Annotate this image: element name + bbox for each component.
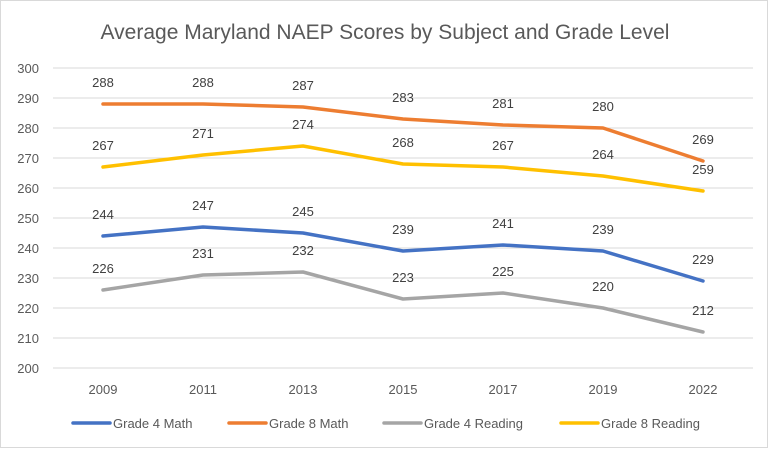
- y-tick-label: 300: [17, 61, 39, 76]
- y-tick-label: 260: [17, 181, 39, 196]
- legend-label: Grade 4 Math: [113, 416, 193, 431]
- x-tick-label: 2013: [289, 382, 318, 397]
- data-label: 223: [392, 270, 414, 285]
- x-tick-label: 2015: [389, 382, 418, 397]
- y-tick-label: 280: [17, 121, 39, 136]
- legend-label: Grade 4 Reading: [424, 416, 523, 431]
- data-label: 241: [492, 216, 514, 231]
- legend-label: Grade 8 Math: [269, 416, 349, 431]
- data-label: 229: [692, 252, 714, 267]
- gridlines: [53, 67, 753, 369]
- series-line-grade-4-reading: [101, 270, 705, 334]
- x-tick-label: 2019: [589, 382, 618, 397]
- data-label: 225: [492, 264, 514, 279]
- y-tick-label: 220: [17, 301, 39, 316]
- x-tick-label: 2011: [189, 382, 217, 397]
- legend: Grade 4 Math Grade 8 Math Grade 4 Reading G…: [71, 416, 700, 431]
- data-label: 287: [292, 78, 314, 93]
- data-label: 288: [192, 75, 214, 90]
- series-line-grade-4-math: [101, 225, 705, 283]
- data-label: 247: [192, 198, 214, 213]
- y-tick-label: 270: [17, 151, 39, 166]
- data-label: 244: [92, 207, 114, 222]
- legend-item: Grade 4 Math: [71, 416, 193, 431]
- data-label: 212: [692, 303, 714, 318]
- x-axis: 2009 2011 2013 2015 2017 2019 2022: [89, 382, 718, 397]
- x-tick-label: 2009: [89, 382, 118, 397]
- data-labels: 244 247 245 239 241 239 229 288 288 287 283 281 280 2…: [92, 75, 714, 318]
- series-line-grade-8-reading: [101, 144, 705, 193]
- x-tick-label: 2017: [489, 382, 518, 397]
- data-label: 226: [92, 261, 114, 276]
- data-label: 268: [392, 135, 414, 150]
- legend-item: Grade 8 Math: [227, 416, 349, 431]
- data-label: 267: [492, 138, 514, 153]
- series-lines: [101, 102, 705, 334]
- y-axis: 200 210 220 230 240 250 260 270 280 290 300: [17, 61, 39, 376]
- y-tick-label: 250: [17, 211, 39, 226]
- series-line-grade-8-math: [101, 102, 705, 163]
- data-label: 271: [192, 126, 214, 141]
- data-label: 264: [592, 147, 614, 162]
- data-label: 283: [392, 90, 414, 105]
- data-label: 220: [592, 279, 614, 294]
- data-label: 274: [292, 117, 314, 132]
- data-label: 267: [92, 138, 114, 153]
- chart-title: Average Maryland NAEP Scores by Subject …: [101, 21, 670, 44]
- y-tick-label: 230: [17, 271, 39, 286]
- y-tick-label: 200: [17, 361, 39, 376]
- data-label: 280: [592, 99, 614, 114]
- data-label: 239: [392, 222, 414, 237]
- data-label: 245: [292, 204, 314, 219]
- data-label: 231: [192, 246, 214, 261]
- data-label: 281: [492, 96, 514, 111]
- legend-item: Grade 4 Reading: [382, 416, 523, 431]
- data-label: 239: [592, 222, 614, 237]
- y-tick-label: 290: [17, 91, 39, 106]
- data-label: 288: [92, 75, 114, 90]
- y-tick-label: 210: [17, 331, 39, 346]
- data-label: 269: [692, 132, 714, 147]
- data-label: 232: [292, 243, 314, 258]
- legend-item: Grade 8 Reading: [559, 416, 700, 431]
- legend-label: Grade 8 Reading: [601, 416, 700, 431]
- x-tick-label: 2022: [689, 382, 718, 397]
- y-tick-label: 240: [17, 241, 39, 256]
- data-label: 259: [692, 162, 714, 177]
